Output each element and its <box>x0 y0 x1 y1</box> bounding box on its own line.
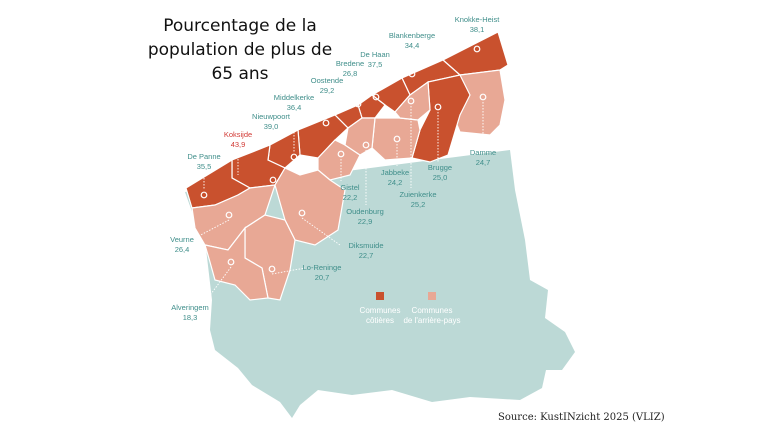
marker-nieuwpoort <box>290 153 298 161</box>
legend-label-coastal-2: côtières <box>366 316 394 325</box>
marker-oudenburg <box>362 141 370 149</box>
marker-gistel <box>337 150 345 158</box>
label-name-blankenberge: Blankenberge <box>389 31 435 40</box>
marker-damme <box>479 93 487 101</box>
label-name-veurne: Veurne <box>170 235 194 244</box>
marker-koksijde <box>269 176 277 184</box>
leader-alveringem <box>204 266 232 303</box>
marker-blankenberge <box>408 70 416 78</box>
label-value-oostende: 29,2 <box>320 86 335 95</box>
label-value-blankenberge: 34,4 <box>405 41 420 50</box>
label-name-knokke-heist: Knokke-Heist <box>455 15 501 24</box>
marker-knokke-heist <box>473 45 481 53</box>
label-value-alveringem: 18,3 <box>183 313 198 322</box>
label-name-oostende: Oostende <box>311 76 344 85</box>
label-name-damme: Damme <box>470 148 496 157</box>
marker-zuienkerke <box>407 97 415 105</box>
label-value-zuienkerke: 25,2 <box>411 200 426 209</box>
title-line-2: population de plus de <box>147 40 333 60</box>
marker-alveringem <box>227 258 235 266</box>
label-value-knokke-heist: 38,1 <box>470 25 485 34</box>
marker-middelkerke <box>322 119 330 127</box>
label-value-gistel: 22,2 <box>343 193 358 202</box>
label-name-gistel: Gistel <box>340 183 360 192</box>
marker-de-panne <box>200 191 208 199</box>
marker-bredene <box>354 100 362 108</box>
legend-swatch-coastal <box>376 292 384 300</box>
label-value-oudenburg: 22,9 <box>358 217 373 226</box>
label-name-diksmuide: Diksmuide <box>348 241 383 250</box>
label-name-de-haan: De Haan <box>360 50 390 59</box>
leader-veurne <box>194 219 230 239</box>
title-line-1: Pourcentage de la <box>163 16 317 36</box>
label-value-nieuwpoort: 39,0 <box>264 122 279 131</box>
province-background <box>185 150 575 418</box>
municipality-markers <box>200 45 487 273</box>
legend-label-hinterland-1: Communes <box>412 306 453 315</box>
label-name-nieuwpoort: Nieuwpoort <box>252 112 291 121</box>
label-value-de-haan: 37,5 <box>368 60 383 69</box>
label-value-damme: 24,7 <box>476 158 491 167</box>
marker-jabbeke <box>393 135 401 143</box>
title-line-3: 65 ans <box>211 64 269 84</box>
label-value-middelkerke: 36,4 <box>287 103 302 112</box>
region-zuienkerke <box>394 80 431 121</box>
region-brugge <box>411 74 471 163</box>
label-name-alveringem: Alveringem <box>171 303 209 312</box>
label-name-de-panne: De Panne <box>187 152 220 161</box>
label-value-lo-reninge: 20,7 <box>315 273 330 282</box>
label-value-brugge: 25,0 <box>433 173 448 182</box>
leader-lo-reninge <box>271 267 306 275</box>
label-name-middelkerke: Middelkerke <box>274 93 314 102</box>
map-title: Pourcentage de la population de plus de … <box>140 14 340 86</box>
marker-oostende <box>335 106 343 114</box>
region-oudenburg <box>344 117 376 156</box>
marker-diksmuide <box>298 209 306 217</box>
marker-lo-reninge <box>268 265 276 273</box>
label-name-jabbeke: Jabbeke <box>381 168 409 177</box>
marker-de-haan <box>372 93 380 101</box>
region-jabbeke <box>371 117 421 161</box>
label-name-lo-reninge: Lo-Reninge <box>303 263 342 272</box>
label-name-zuienkerke: Zuienkerke <box>399 190 436 199</box>
label-value-bredene: 26,8 <box>343 69 358 78</box>
label-name-oudenburg: Oudenburg <box>346 207 384 216</box>
label-value-jabbeke: 24,2 <box>388 178 403 187</box>
label-name-koksijde: Koksijde <box>224 130 252 139</box>
region-alveringem <box>204 226 269 301</box>
label-value-de-panne: 35,5 <box>197 162 212 171</box>
legend-swatch-hinterland <box>428 292 436 300</box>
legend-label-hinterland-2: de l'arrière-pays <box>403 316 460 325</box>
label-name-bredene: Bredene <box>336 59 364 68</box>
municipality-polygons <box>185 31 509 301</box>
marker-brugge <box>434 103 442 111</box>
province-outline <box>185 150 575 418</box>
label-value-veurne: 26,4 <box>175 245 190 254</box>
source-note: Source: KustINzicht 2025 (VLIZ) <box>498 412 665 423</box>
legend-label-coastal-1: Communes <box>360 306 401 315</box>
marker-veurne <box>225 211 233 219</box>
label-value-diksmuide: 22,7 <box>359 251 374 260</box>
label-name-brugge: Brugge <box>428 163 452 172</box>
label-value-koksijde: 43,9 <box>231 140 246 149</box>
leader-lines <box>194 51 484 303</box>
